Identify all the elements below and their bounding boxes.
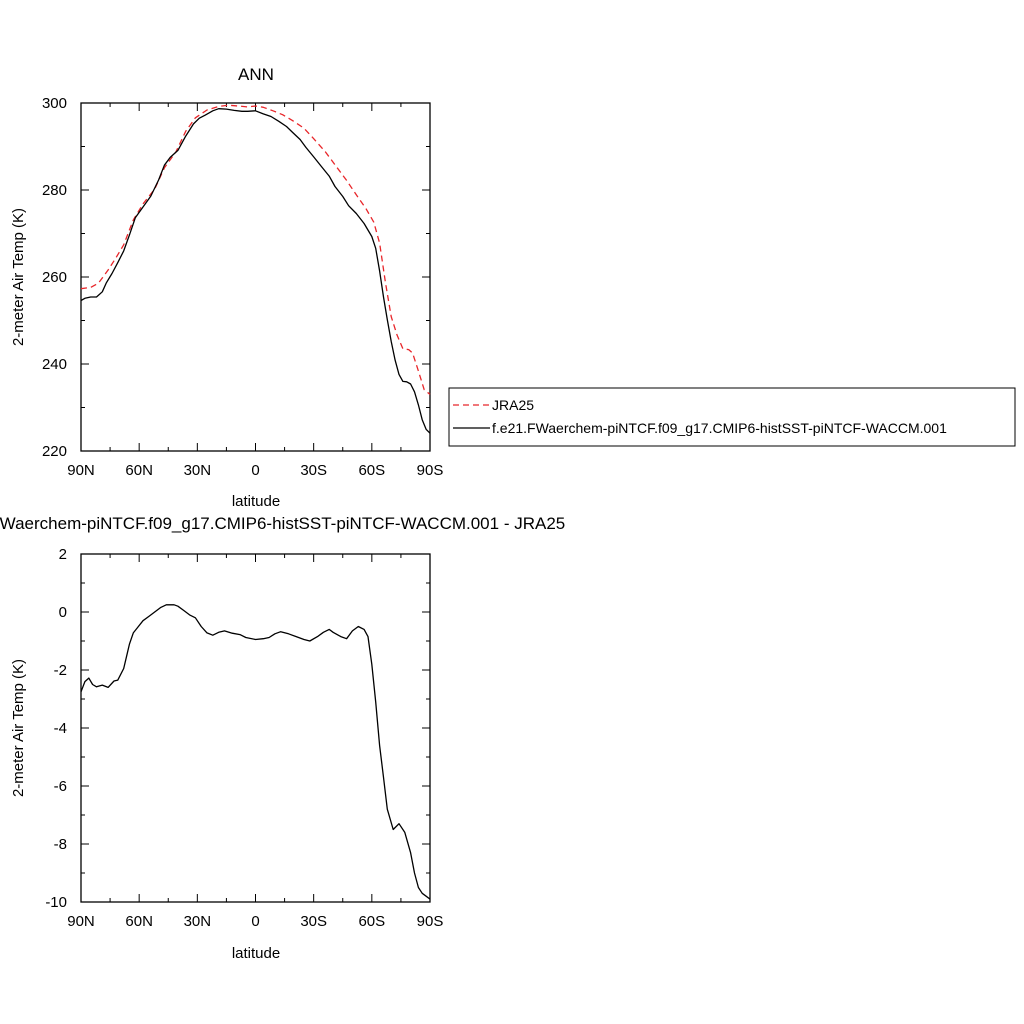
bottom-panel-y-tick-label: -2	[54, 662, 67, 679]
top-panel-ticks: 90N 60N 30N 0 30S 60S 90S 300 280 260 240 220	[42, 95, 443, 479]
top-panel-x-tick-label: 30N	[184, 462, 212, 479]
bottom-panel-ticks: 90N 60N 30N 0 30S 60S 90S 2 0 -2 -4 -6 -8 -10	[45, 546, 443, 930]
bottom-panel-x-tick-label: 90S	[417, 913, 444, 930]
bottom-panel-y-tick-label: 2	[59, 546, 67, 563]
top-panel-title: ANN	[238, 65, 274, 84]
top-panel-series-line-1	[80, 108, 431, 434]
top-panel-x-tick-label: 60N	[125, 462, 153, 479]
bottom-panel-y-tick-label: -6	[54, 778, 67, 795]
bottom-panel-x-tick-label: 30S	[300, 913, 327, 930]
top-panel: ANN 90N 60N 30N 0 30S 60S 90S 300 280 260 240 220 l…	[10, 65, 443, 510]
top-panel-y-tick-label: 280	[42, 182, 67, 199]
legend-label-jra25: JRA25	[492, 397, 534, 413]
bottom-panel-y-tick-label: 0	[59, 604, 67, 621]
top-panel-x-tick-label: 0	[251, 462, 259, 479]
top-panel-y-tick-label: 240	[42, 356, 67, 373]
bottom-panel-title: f.e21.FWaerchem-piNTCF.f09_g17.CMIP6-his…	[0, 514, 565, 533]
legend-box	[448, 387, 1016, 447]
top-panel-series	[80, 104, 431, 434]
top-panel-y-axis-label: 2-meter Air Temp (K)	[10, 208, 27, 346]
bottom-panel-x-tick-label: 60N	[125, 913, 153, 930]
top-panel-y-tick-label: 260	[42, 269, 67, 286]
bottom-panel-series	[80, 604, 431, 900]
bottom-panel-y-tick-label: -8	[54, 836, 67, 853]
bottom-panel-series-line-0	[80, 604, 431, 900]
bottom-panel-x-tick-label: 0	[251, 913, 259, 930]
bottom-panel-y-tick-label: -10	[45, 894, 67, 911]
top-panel-series-line-0	[80, 104, 431, 395]
top-panel-y-tick-label: 300	[42, 95, 67, 112]
top-panel-x-tick-label: 90S	[417, 462, 444, 479]
top-panel-x-axis-label: latitude	[232, 493, 280, 510]
top-panel-y-tick-label: 220	[42, 443, 67, 460]
top-panel-x-tick-label: 90N	[67, 462, 95, 479]
bottom-panel-x-tick-label: 60S	[358, 913, 385, 930]
bottom-panel: f.e21.FWaerchem-piNTCF.f09_g17.CMIP6-his…	[0, 514, 565, 962]
bottom-panel-x-tick-label: 30N	[184, 913, 212, 930]
bottom-panel-x-tick-label: 90N	[67, 913, 95, 930]
bottom-panel-x-axis-label: latitude	[232, 945, 280, 962]
bottom-panel-y-axis-label: 2-meter Air Temp (K)	[10, 659, 27, 797]
legend: JRA25 f.e21.FWaerchem-piNTCF.f09_g17.CMI…	[448, 387, 1016, 447]
top-panel-x-tick-label: 60S	[358, 462, 385, 479]
top-panel-plot-frame	[80, 102, 431, 452]
top-panel-x-tick-label: 30S	[300, 462, 327, 479]
legend-label-model: f.e21.FWaerchem-piNTCF.f09_g17.CMIP6-his…	[492, 420, 947, 436]
bottom-panel-y-tick-label: -4	[54, 720, 67, 737]
